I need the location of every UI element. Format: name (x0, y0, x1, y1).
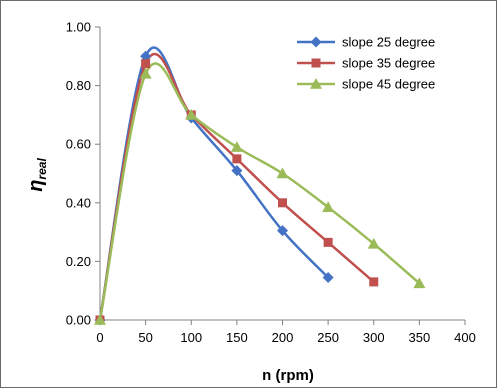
y-axis-title-sub: real (35, 158, 49, 180)
series-1-point (231, 165, 243, 177)
series-3-point (94, 314, 106, 325)
series-line-1 (98, 46, 330, 321)
series-3-point (413, 277, 426, 289)
series-1-point (277, 225, 288, 237)
y-tick-label: 0.20 (66, 254, 91, 269)
x-axis-title: n (rpm) (262, 367, 314, 384)
x-tick-label: 250 (317, 330, 339, 345)
legend-label-2: slope 35 degree (342, 56, 435, 71)
x-tick-label: 350 (409, 330, 431, 345)
series-3-point (230, 141, 243, 152)
y-axis-title-main: η (25, 180, 47, 192)
legend-marker-3 (310, 78, 322, 89)
legend-marker-1 (310, 36, 322, 48)
series-3-point (139, 67, 152, 79)
series-2-point (232, 154, 242, 164)
series-2-point (141, 59, 151, 69)
x-tick-label: 50 (138, 330, 152, 345)
y-axis-title: ηreal (25, 158, 49, 192)
series-2-point (369, 277, 379, 287)
series-3-point (367, 237, 380, 249)
series-3-point (185, 108, 198, 120)
x-tick-label: 200 (272, 330, 294, 345)
series-layer (94, 46, 426, 326)
series-2-point (278, 198, 287, 208)
series-1-point (322, 272, 334, 284)
x-tick-label: 300 (363, 330, 385, 345)
x-tick-label: 400 (454, 330, 476, 345)
series-1-point (140, 50, 152, 62)
x-tick-label: 100 (180, 330, 202, 345)
y-tick-label: 0.40 (66, 195, 91, 210)
plot-area: 0.00 0.20 0.40 0.60 0.80 1.00 0 50 100 150 200 250 3… (66, 20, 476, 346)
y-tick-label: 0.60 (66, 137, 91, 152)
legend: slope 25 degree slope 35 degree slope 45 d… (297, 35, 435, 92)
series-line-2 (98, 52, 375, 321)
legend-marker-2 (311, 58, 321, 68)
series-3-point (276, 167, 289, 179)
legend-label-3: slope 45 degree (342, 77, 435, 92)
x-tick-label: 150 (226, 330, 248, 345)
legend-label-1: slope 25 degree (342, 35, 435, 50)
y-tick-label: 0.80 (66, 78, 91, 93)
series-2-point (323, 237, 333, 247)
series-3-point (322, 201, 335, 212)
y-tick-label: 1.00 (66, 20, 91, 35)
y-tick-label: 0.00 (66, 313, 91, 328)
x-tick-label: 0 (96, 330, 103, 345)
